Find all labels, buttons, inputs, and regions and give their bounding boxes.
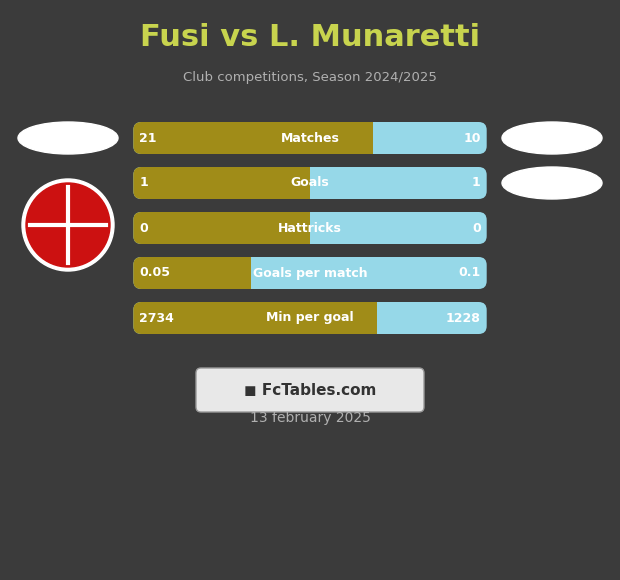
Text: 1: 1	[140, 176, 148, 190]
Bar	[373, 122, 381, 154]
Bar	[302, 212, 310, 244]
Text: Club competitions, Season 2024/2025: Club competitions, Season 2024/2025	[183, 71, 437, 85]
Text: Min per goal: Min per goal	[266, 311, 354, 324]
Ellipse shape	[502, 167, 602, 199]
FancyBboxPatch shape	[133, 122, 487, 154]
Text: Goals per match: Goals per match	[253, 266, 367, 280]
Text: 0.1: 0.1	[458, 266, 480, 280]
Text: Matches: Matches	[281, 132, 339, 144]
Text: 2734: 2734	[140, 311, 174, 324]
Text: 1: 1	[472, 176, 480, 190]
Text: Fusi vs L. Munaretti: Fusi vs L. Munaretti	[140, 24, 480, 53]
Text: 0.05: 0.05	[140, 266, 170, 280]
Text: 10: 10	[463, 132, 480, 144]
Bar	[310, 167, 318, 199]
Text: 0: 0	[472, 222, 480, 234]
FancyBboxPatch shape	[133, 122, 373, 154]
FancyBboxPatch shape	[133, 167, 487, 199]
Bar	[369, 302, 377, 334]
FancyBboxPatch shape	[133, 167, 310, 199]
Text: 13 february 2025: 13 february 2025	[250, 411, 370, 425]
Text: 0: 0	[140, 222, 148, 234]
FancyBboxPatch shape	[133, 302, 487, 334]
Text: Goals: Goals	[291, 176, 329, 190]
Bar	[377, 302, 385, 334]
Bar	[365, 122, 373, 154]
Bar	[302, 167, 310, 199]
Text: 21: 21	[140, 132, 157, 144]
FancyBboxPatch shape	[133, 212, 487, 244]
Circle shape	[22, 179, 114, 271]
Circle shape	[26, 183, 110, 267]
FancyBboxPatch shape	[133, 257, 487, 289]
Text: ◼ FcTables.com: ◼ FcTables.com	[244, 382, 376, 397]
Ellipse shape	[18, 122, 118, 154]
Text: 1228: 1228	[446, 311, 480, 324]
Bar	[243, 257, 251, 289]
FancyBboxPatch shape	[196, 368, 424, 412]
Bar	[310, 212, 318, 244]
Bar	[251, 257, 259, 289]
FancyBboxPatch shape	[133, 257, 251, 289]
Text: Hattricks: Hattricks	[278, 222, 342, 234]
Ellipse shape	[502, 122, 602, 154]
FancyBboxPatch shape	[133, 212, 310, 244]
FancyBboxPatch shape	[133, 302, 377, 334]
